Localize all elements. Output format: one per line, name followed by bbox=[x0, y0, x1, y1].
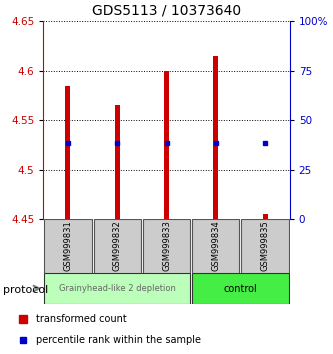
Text: transformed count: transformed count bbox=[36, 314, 127, 324]
Bar bbox=[66, 86, 70, 219]
Text: Grainyhead-like 2 depletion: Grainyhead-like 2 depletion bbox=[59, 284, 175, 293]
Text: percentile rank within the sample: percentile rank within the sample bbox=[36, 335, 201, 345]
Text: GSM999834: GSM999834 bbox=[211, 221, 220, 272]
Title: GDS5113 / 10373640: GDS5113 / 10373640 bbox=[92, 3, 241, 17]
Bar bbox=[263, 213, 267, 219]
Bar bbox=[164, 71, 169, 219]
Bar bbox=[44, 219, 92, 273]
Text: GSM999832: GSM999832 bbox=[113, 221, 122, 272]
Text: GSM999833: GSM999833 bbox=[162, 221, 171, 272]
Bar bbox=[44, 273, 190, 304]
Bar bbox=[192, 273, 289, 304]
Bar bbox=[94, 219, 141, 273]
Bar bbox=[241, 219, 289, 273]
Bar bbox=[143, 219, 190, 273]
Text: control: control bbox=[223, 284, 257, 293]
Text: GSM999831: GSM999831 bbox=[63, 221, 73, 272]
Bar bbox=[213, 56, 218, 219]
Bar bbox=[115, 105, 120, 219]
Text: GSM999835: GSM999835 bbox=[260, 221, 270, 272]
Bar bbox=[192, 219, 239, 273]
Text: protocol: protocol bbox=[3, 285, 49, 295]
